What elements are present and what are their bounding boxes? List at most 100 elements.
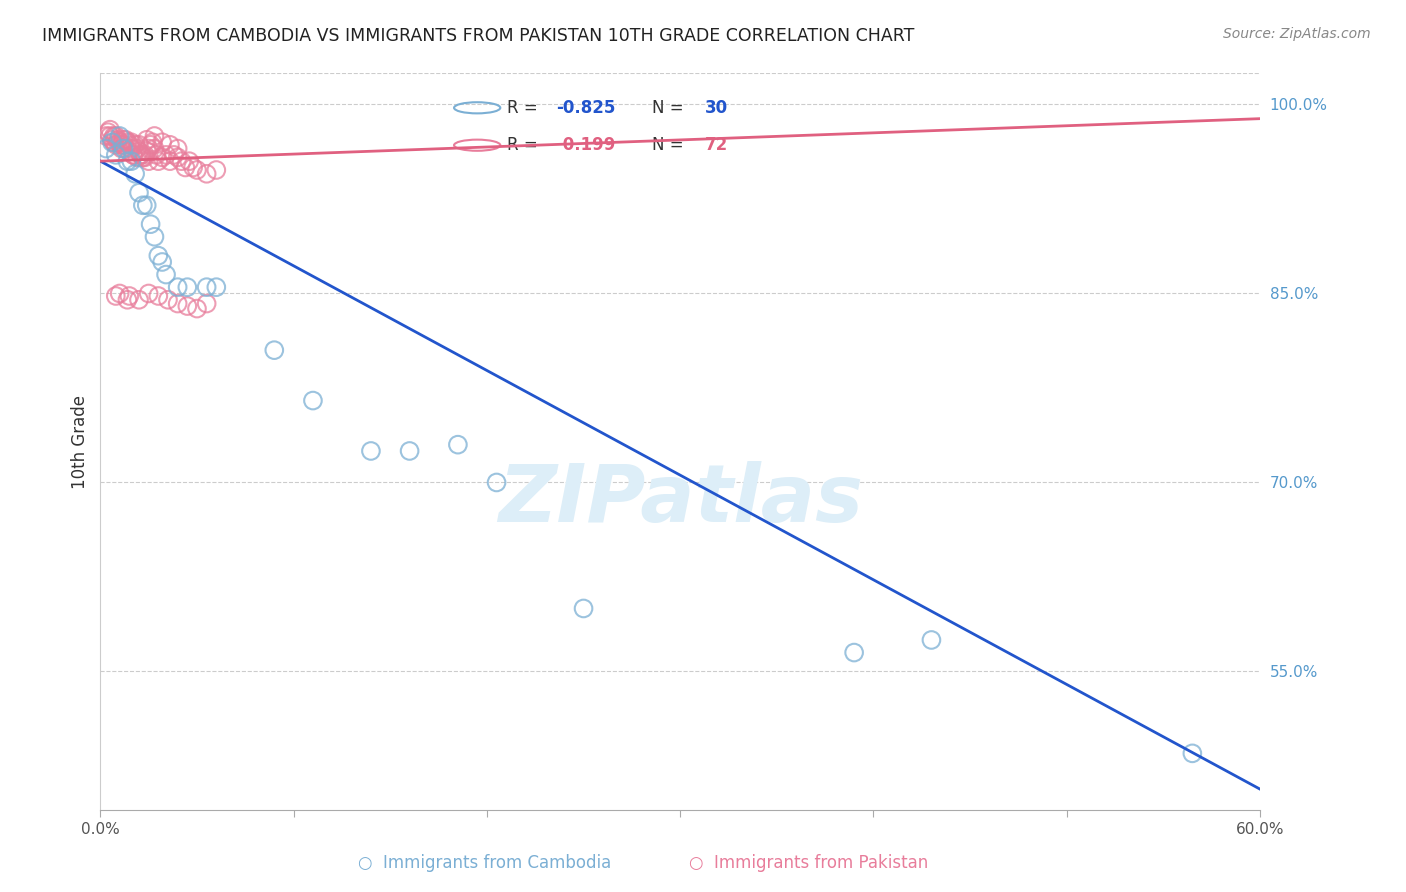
Point [1181,747,1204,761]
Point [156,293,179,307]
Point [139,137,162,152]
Point [135,144,157,158]
Point [150,136,173,150]
Point [112,137,135,152]
Point [135,133,157,147]
Point [108,128,131,143]
Point [120,154,142,169]
Point [118,289,141,303]
Point [125,150,148,164]
Point [117,154,139,169]
Point [112,133,135,147]
Point [150,255,173,269]
Point [485,475,508,490]
Text: ZIPatlas: ZIPatlas [498,461,863,540]
Point [114,133,136,147]
Point [195,167,218,181]
Point [103,136,125,150]
Point [98,122,121,136]
Point [122,148,145,162]
Point [120,142,142,156]
Point [360,444,382,458]
Point [166,280,188,294]
Point [134,150,156,164]
Point [176,280,198,294]
Point [103,128,125,143]
Point [138,286,160,301]
Point [138,154,160,169]
Point [118,137,141,152]
Point [129,148,152,162]
Point [148,289,170,303]
Point [104,137,127,152]
Point [132,198,155,212]
Point [104,148,127,162]
Point [150,150,173,164]
Point [159,154,181,169]
Point [138,142,160,156]
Point [263,343,285,358]
Point [166,142,188,156]
Point [128,137,150,152]
Point [101,133,124,147]
Point [141,136,163,150]
Point [107,133,129,147]
Point [114,142,136,156]
Point [174,161,197,175]
Point [398,444,420,458]
Point [104,289,127,303]
Point [572,601,595,615]
Point [117,136,139,150]
Point [166,296,188,310]
Point [143,142,166,156]
Text: Source: ZipAtlas.com: Source: ZipAtlas.com [1223,27,1371,41]
Point [842,646,865,660]
Point [920,632,942,647]
Point [118,144,141,158]
Point [124,137,146,152]
Point [104,128,127,143]
Point [155,268,177,282]
Point [134,148,156,162]
Point [139,217,162,231]
Point [205,163,228,178]
Point [108,136,131,150]
Point [117,293,139,307]
Point [148,154,170,169]
Point [181,161,204,175]
Point [110,137,132,152]
Point [101,136,124,150]
Point [143,128,166,143]
Point [179,154,201,169]
Point [125,142,148,156]
Point [122,148,145,162]
Point [195,296,218,310]
Point [98,128,121,143]
Point [143,229,166,244]
Point [128,293,150,307]
Point [163,148,186,162]
Point [166,150,188,164]
Point [107,136,129,150]
Text: IMMIGRANTS FROM CAMBODIA VS IMMIGRANTS FROM PAKISTAN 10TH GRADE CORRELATION CHAR: IMMIGRANTS FROM CAMBODIA VS IMMIGRANTS F… [42,27,914,45]
Point [128,186,150,200]
Point [97,125,120,139]
Point [302,393,325,408]
Y-axis label: 10th Grade: 10th Grade [72,394,89,489]
Point [112,142,135,156]
Point [120,136,142,150]
Point [135,198,157,212]
Point [110,142,132,156]
Point [129,148,152,162]
Point [186,163,208,178]
Point [145,148,167,162]
Point [124,167,146,181]
Point [159,137,181,152]
Point [170,154,193,169]
Point [447,438,470,452]
Point [128,144,150,158]
Point [195,280,218,294]
Text: ○  Immigrants from Pakistan: ○ Immigrants from Pakistan [689,855,928,872]
Point [132,150,155,164]
Point [176,299,198,313]
